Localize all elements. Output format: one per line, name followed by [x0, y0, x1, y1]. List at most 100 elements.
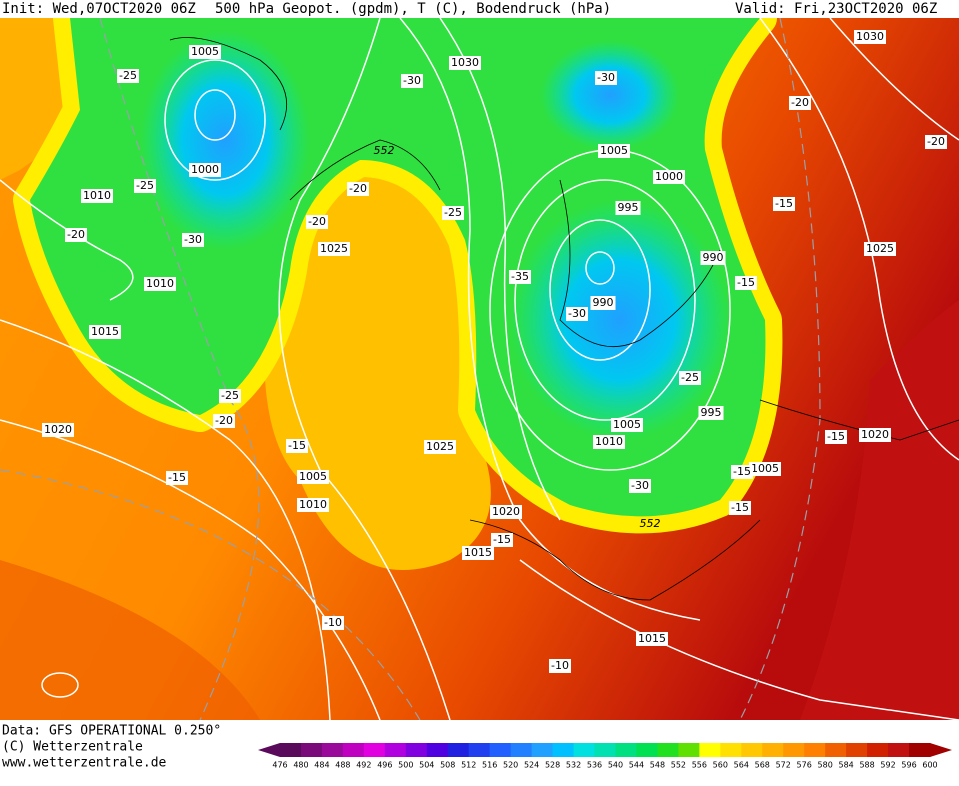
warm-region	[800, 300, 959, 720]
colorbar-swatch	[300, 743, 323, 757]
label-box	[615, 201, 641, 215]
colorbar-swatch	[909, 743, 931, 757]
label-box	[491, 533, 513, 547]
pressure-label: 995	[701, 406, 722, 419]
pressure-label: 1005	[613, 418, 641, 431]
label-box	[789, 96, 811, 110]
colorbar-label: 552	[671, 761, 686, 770]
pressure-label: 995	[618, 201, 639, 214]
pressure-label: 1015	[464, 546, 492, 559]
colorbar-label: 588	[859, 761, 874, 770]
pressure-label: 1025	[866, 242, 894, 255]
label-box	[653, 170, 685, 184]
label-box	[700, 251, 726, 265]
colorbar-label: 492	[356, 761, 371, 770]
colorbar-swatch	[594, 743, 616, 757]
colorbar-swatch	[573, 743, 596, 757]
geopotential-label: 552	[374, 144, 395, 157]
pressure-label: 1030	[451, 56, 479, 69]
label-box	[189, 163, 221, 177]
data-source: Data: GFS OPERATIONAL 0.250°	[2, 724, 221, 739]
colorbar-label: 496	[377, 761, 392, 770]
colorbar-swatch	[489, 743, 512, 757]
label-box	[611, 418, 643, 432]
colorbar-swatch	[321, 743, 344, 757]
label-box	[735, 276, 757, 290]
colorbar-label: 520	[503, 761, 518, 770]
pressure-label: 990	[593, 296, 614, 309]
pressure-label: 1030	[856, 30, 884, 43]
colorbar-swatch	[888, 743, 910, 757]
map-title: 500 hPa Geopot. (gpdm), T (C), Bodendruc…	[215, 1, 611, 17]
colorbar-end	[258, 743, 280, 757]
colorbar-label: 592	[880, 761, 895, 770]
pressure-label: 1010	[299, 498, 327, 511]
colorbar: 476 480 484 488 492 496 500 504 508 512 516 520 524 5…	[258, 743, 952, 770]
colorbar-label: 572	[776, 761, 791, 770]
label-box	[213, 414, 235, 428]
cold-pool	[540, 40, 680, 150]
label-box	[424, 440, 456, 454]
temperature-label: -10	[324, 616, 342, 629]
temperature-label: -15	[775, 197, 793, 210]
colorbar-label: 516	[482, 761, 497, 770]
label-box	[925, 135, 947, 149]
colorbar-label: 504	[419, 761, 434, 770]
temperature-label: -20	[791, 96, 809, 109]
colorbar-label: 524	[524, 761, 539, 770]
label-box	[490, 505, 522, 519]
label-box	[864, 242, 896, 256]
colorbar-swatch	[384, 743, 407, 757]
pressure-label: 1005	[600, 144, 628, 157]
colorbar-label: 500	[398, 761, 413, 770]
temperature-label: -30	[597, 71, 615, 84]
init-time: Init: Wed,07OCT2020 06Z	[2, 1, 196, 17]
colorbar-swatch	[720, 743, 742, 757]
colorbar-label: 564	[734, 761, 749, 770]
colorbar-label: 476	[272, 761, 287, 770]
label-box	[182, 233, 204, 247]
temperature-label: -20	[215, 414, 233, 427]
temperature-label: -20	[67, 228, 85, 241]
pressure-label: 1020	[861, 428, 889, 441]
label-box	[166, 471, 188, 485]
colorbar-label: 528	[545, 761, 560, 770]
label-box	[347, 182, 369, 196]
colorbar-end	[930, 743, 952, 757]
warm-region	[0, 560, 260, 720]
label-box	[297, 470, 329, 484]
colorbar-label: 484	[314, 761, 329, 770]
label-box	[318, 242, 350, 256]
pressure-label: 1025	[320, 242, 348, 255]
pressure-label: 1025	[426, 440, 454, 453]
colorbar-swatch	[699, 743, 721, 757]
colorbar-swatch	[783, 743, 805, 757]
geopotential-label: 552	[640, 517, 661, 530]
label-box	[679, 371, 701, 385]
label-box	[286, 439, 308, 453]
label-box	[42, 423, 74, 437]
label-box	[297, 498, 329, 512]
url: www.wetterzentrale.de	[2, 756, 167, 771]
colorbar-swatch	[363, 743, 386, 757]
temperature-label: -15	[288, 439, 306, 452]
temperature-label: -25	[221, 389, 239, 402]
label-box	[593, 435, 625, 449]
temperature-label: -25	[119, 69, 137, 82]
temperature-label: -30	[184, 233, 202, 246]
colorbar-swatch	[280, 743, 302, 757]
colorbar-label: 480	[293, 761, 308, 770]
label-box	[189, 45, 221, 59]
colorbar-swatch	[468, 743, 491, 757]
temperature-label: -10	[551, 659, 569, 672]
label-box	[81, 189, 113, 203]
colorbar-label: 568	[755, 761, 770, 770]
label-box	[322, 616, 344, 630]
pressure-label: 1000	[191, 163, 219, 176]
label-box	[729, 501, 751, 515]
valid-time: Valid: Fri,23OCT2020 06Z	[735, 1, 937, 17]
label-box	[598, 144, 630, 158]
label-box	[306, 215, 328, 229]
colorbar-swatch	[657, 743, 679, 757]
colorbar-swatch	[405, 743, 428, 757]
